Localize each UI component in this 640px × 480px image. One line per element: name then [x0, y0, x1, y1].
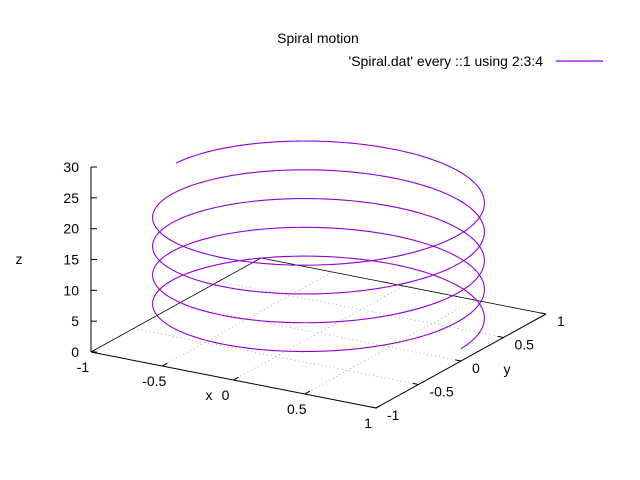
z-tick-label: 0 — [71, 344, 79, 360]
x-tick-label: 0 — [222, 387, 230, 403]
z-tick-label: 15 — [63, 252, 79, 268]
x-tick-mark — [90, 348, 97, 353]
grid-line-y — [175, 304, 462, 362]
y-tick-label: 1 — [557, 313, 565, 329]
legend-entry-label: 'Spiral.dat' every ::1 using 2:3:4 — [349, 53, 544, 69]
grid-line-x — [304, 299, 475, 395]
y-tick-label: -1 — [387, 407, 400, 423]
x-tick-label: 1 — [364, 415, 372, 431]
z-axis-label: z — [16, 251, 23, 267]
grid-line-y — [133, 328, 419, 385]
spiral-series-line — [152, 140, 485, 353]
axes — [90, 166, 547, 409]
z-tick-label: 5 — [71, 313, 79, 329]
x-tick-label: -0.5 — [142, 373, 166, 389]
y-tick-label: 0.5 — [515, 337, 535, 353]
series — [152, 140, 485, 353]
y-tick-mark — [455, 359, 462, 362]
z-tick-label: 10 — [63, 282, 79, 298]
x-tick-mark — [375, 404, 382, 409]
y-tick-mark — [370, 406, 377, 409]
legend: 'Spiral.dat' every ::1 using 2:3:4 — [349, 53, 603, 69]
tick-labels: 0 5 10 15 20 25 30 -1 -0.5 0 0.5 1 -1 -0.5 0 0.5 1 — [63, 159, 565, 431]
z-tick-label: 20 — [63, 221, 79, 237]
y-tick-label: 0 — [472, 360, 480, 376]
back-edge-line — [90, 257, 262, 353]
y-tick-mark — [412, 382, 419, 385]
chart-title: Spiral motion — [277, 30, 359, 46]
x-tick-mark — [162, 362, 168, 367]
y-axis-label: y — [504, 361, 511, 377]
y-tick-label: -0.5 — [430, 384, 454, 400]
y-tick-mark — [540, 312, 547, 315]
grid-line-x — [233, 285, 404, 381]
grid-line-x — [162, 271, 333, 367]
x-axis-label: x — [206, 387, 213, 403]
x-tick-label: -1 — [77, 359, 90, 375]
z-tick-label: 30 — [63, 159, 79, 175]
back-edge-line — [260, 257, 547, 315]
z-tick-label: 25 — [63, 190, 79, 206]
x-tick-mark — [233, 376, 239, 381]
x-tick-label: 0.5 — [287, 401, 307, 417]
y-tick-mark — [497, 335, 504, 338]
x-tick-mark — [304, 390, 311, 395]
grid-line-y — [218, 281, 504, 338]
